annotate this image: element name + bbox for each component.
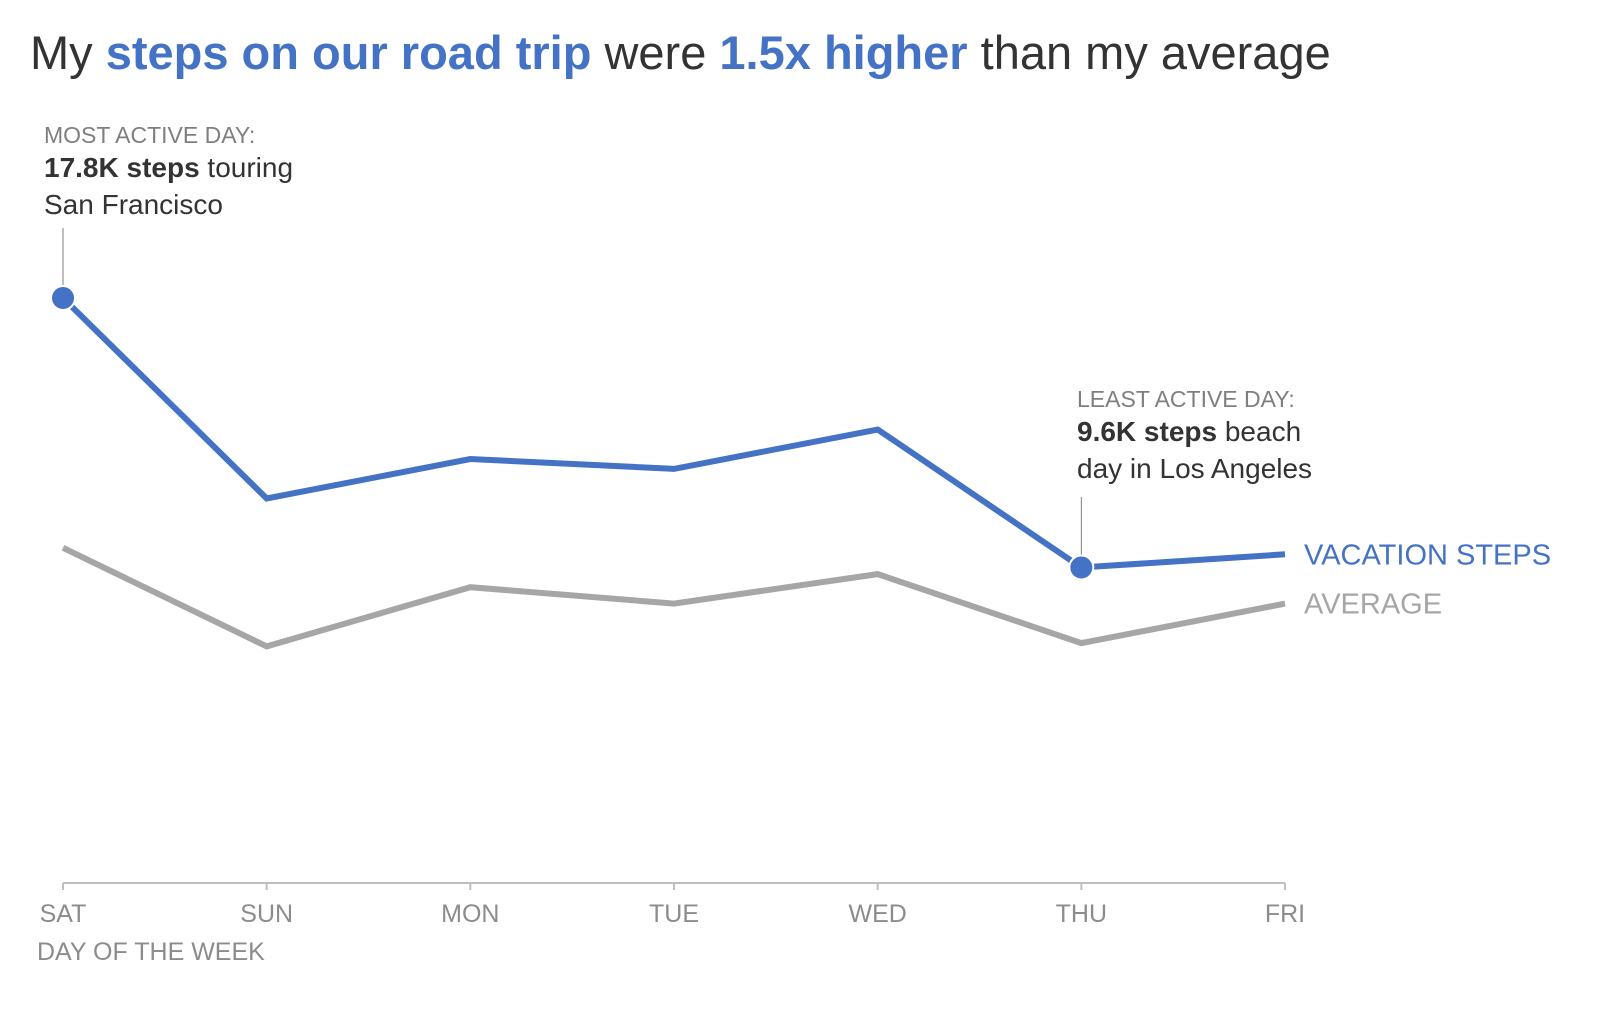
annotation-most-active-value: 17.8K steps xyxy=(44,152,200,183)
x-tick-label-fri: FRI xyxy=(1265,900,1305,928)
annotation-least-active-value: 9.6K steps xyxy=(1077,416,1217,447)
title-text-2: were xyxy=(591,26,719,79)
highlight-point-most-active xyxy=(50,285,76,311)
annotation-least-active-rest: beach xyxy=(1217,416,1301,447)
x-tick-label-wed: WED xyxy=(849,900,907,928)
annotation-least-active-line1: 9.6K steps beach xyxy=(1077,416,1301,447)
series-label-vacation-steps: VACATION STEPS xyxy=(1304,539,1551,571)
x-axis-title: DAY OF THE WEEK xyxy=(37,938,265,966)
annotation-most-active-line2: San Francisco xyxy=(44,189,223,220)
annotation-most-active-line1: 17.8K steps touring xyxy=(44,152,293,183)
annotation-least-active-heading: LEAST ACTIVE DAY: xyxy=(1077,386,1295,412)
x-tick-label-mon: MON xyxy=(441,900,499,928)
x-tick-label-tue: TUE xyxy=(649,900,699,928)
annotation-most-active: MOST ACTIVE DAY: 17.8K steps touring San… xyxy=(44,122,293,220)
chart-title: My steps on our road trip were 1.5x high… xyxy=(30,26,1331,79)
title-text-3: than my average xyxy=(968,26,1331,79)
annotation-most-active-heading: MOST ACTIVE DAY: xyxy=(44,122,255,148)
annotation-least-active: LEAST ACTIVE DAY: 9.6K steps beach day i… xyxy=(1077,386,1312,484)
title-highlight-2: 1.5x higher xyxy=(719,26,967,79)
x-tick-label-sat: SAT xyxy=(40,900,87,928)
title-text-1: My xyxy=(30,26,106,79)
series-line-average xyxy=(61,545,1286,650)
title-highlight-1: steps on our road trip xyxy=(106,26,592,79)
annotation-most-active-rest: touring xyxy=(200,152,293,183)
x-tick-label-thu: THU xyxy=(1056,900,1107,928)
series-layer: AVERAGE VACATION STEPS xyxy=(50,285,1551,650)
annotation-least-active-line2: day in Los Angeles xyxy=(1077,453,1312,484)
series-label-average: AVERAGE xyxy=(1304,589,1442,621)
x-axis: SAT SUN MON TUE WED THU FRI xyxy=(40,882,1305,928)
x-tick-label-sun: SUN xyxy=(240,900,293,928)
highlight-point-least-active xyxy=(1068,554,1095,581)
